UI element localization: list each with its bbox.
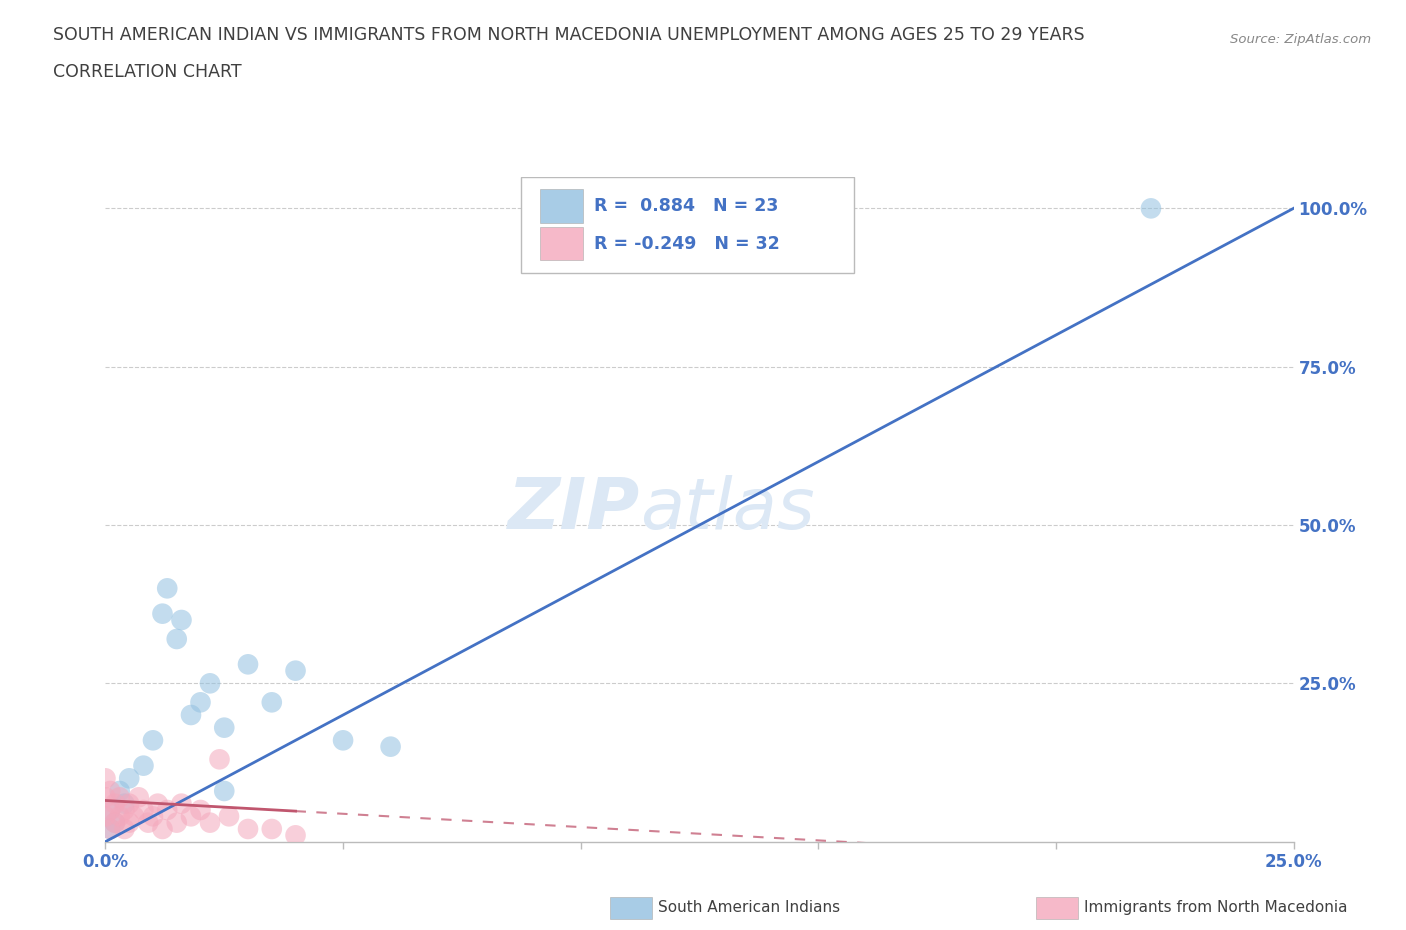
Point bbox=[156, 803, 179, 817]
FancyBboxPatch shape bbox=[540, 227, 583, 260]
Point bbox=[98, 803, 121, 817]
Point bbox=[104, 816, 127, 830]
Point bbox=[166, 816, 188, 830]
FancyBboxPatch shape bbox=[540, 190, 583, 222]
Point bbox=[1140, 201, 1163, 216]
Point bbox=[190, 803, 212, 817]
Point bbox=[118, 796, 141, 811]
Point bbox=[214, 720, 236, 735]
Point bbox=[198, 816, 221, 830]
Point bbox=[98, 803, 121, 817]
Point bbox=[198, 676, 221, 691]
Text: R = -0.249   N = 32: R = -0.249 N = 32 bbox=[593, 235, 779, 253]
Point bbox=[284, 828, 307, 843]
Point bbox=[98, 821, 121, 836]
Point bbox=[380, 739, 402, 754]
Point bbox=[132, 803, 155, 817]
Point bbox=[132, 758, 155, 773]
Point bbox=[118, 816, 141, 830]
Point bbox=[104, 796, 127, 811]
Point bbox=[114, 821, 136, 836]
Point bbox=[152, 606, 174, 621]
Point bbox=[284, 663, 307, 678]
Point bbox=[260, 821, 283, 836]
FancyBboxPatch shape bbox=[522, 177, 853, 273]
Point bbox=[152, 821, 174, 836]
Point bbox=[156, 581, 179, 596]
Point bbox=[114, 796, 136, 811]
Point bbox=[98, 784, 121, 799]
Point bbox=[236, 821, 259, 836]
Text: CORRELATION CHART: CORRELATION CHART bbox=[53, 63, 242, 81]
Text: SOUTH AMERICAN INDIAN VS IMMIGRANTS FROM NORTH MACEDONIA UNEMPLOYMENT AMONG AGES: SOUTH AMERICAN INDIAN VS IMMIGRANTS FROM… bbox=[53, 26, 1085, 44]
Point bbox=[108, 784, 131, 799]
Point bbox=[108, 809, 131, 824]
Point bbox=[128, 790, 150, 804]
Point bbox=[208, 751, 231, 766]
Point bbox=[236, 657, 259, 671]
Point bbox=[170, 613, 193, 628]
Point bbox=[98, 821, 121, 836]
Point bbox=[166, 631, 188, 646]
Point bbox=[260, 695, 283, 710]
Point bbox=[94, 771, 117, 786]
Point bbox=[142, 809, 165, 824]
Point bbox=[214, 784, 236, 799]
Point bbox=[180, 708, 202, 723]
Text: atlas: atlas bbox=[640, 474, 814, 544]
Point bbox=[108, 790, 131, 804]
Text: South American Indians: South American Indians bbox=[658, 900, 841, 915]
Point bbox=[94, 790, 117, 804]
Point bbox=[122, 809, 145, 824]
Point bbox=[170, 796, 193, 811]
Point bbox=[142, 733, 165, 748]
Point bbox=[218, 809, 240, 824]
Point bbox=[180, 809, 202, 824]
Point bbox=[94, 809, 117, 824]
Point bbox=[332, 733, 354, 748]
Text: Source: ZipAtlas.com: Source: ZipAtlas.com bbox=[1230, 33, 1371, 46]
Text: Immigrants from North Macedonia: Immigrants from North Macedonia bbox=[1084, 900, 1347, 915]
Point bbox=[190, 695, 212, 710]
Text: ZIP: ZIP bbox=[508, 474, 640, 544]
Point bbox=[104, 816, 127, 830]
Text: R =  0.884   N = 23: R = 0.884 N = 23 bbox=[593, 197, 778, 215]
Point bbox=[146, 796, 169, 811]
Point bbox=[114, 803, 136, 817]
Point bbox=[118, 771, 141, 786]
Point bbox=[136, 816, 159, 830]
